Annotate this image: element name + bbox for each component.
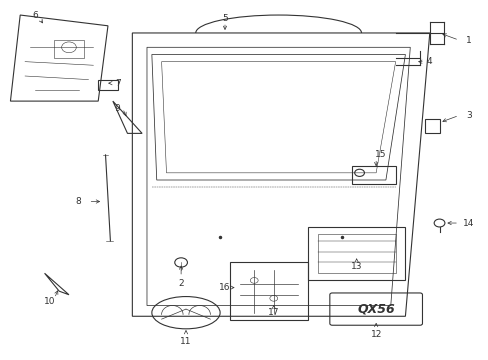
Text: 17: 17	[267, 308, 279, 317]
Text: 12: 12	[370, 330, 381, 339]
Text: 9: 9	[115, 104, 121, 113]
Bar	[98, 80, 118, 90]
Text: 3: 3	[465, 111, 471, 120]
Text: 6: 6	[32, 10, 38, 19]
Text: 4: 4	[426, 57, 432, 66]
Text: 10: 10	[43, 297, 55, 306]
Bar	[317, 234, 395, 273]
Text: 16: 16	[219, 283, 230, 292]
Text: 7: 7	[115, 79, 121, 88]
Text: 1: 1	[465, 36, 471, 45]
Bar	[351, 166, 395, 184]
Bar	[424, 119, 439, 134]
Text: 15: 15	[374, 150, 386, 159]
Text: 5: 5	[222, 14, 227, 23]
Text: 14: 14	[462, 219, 473, 228]
Text: QX56: QX56	[357, 303, 394, 316]
Text: 11: 11	[180, 337, 191, 346]
Text: 13: 13	[350, 262, 362, 271]
Text: 2: 2	[178, 279, 183, 288]
Text: 8: 8	[76, 197, 81, 206]
Bar	[54, 40, 83, 58]
